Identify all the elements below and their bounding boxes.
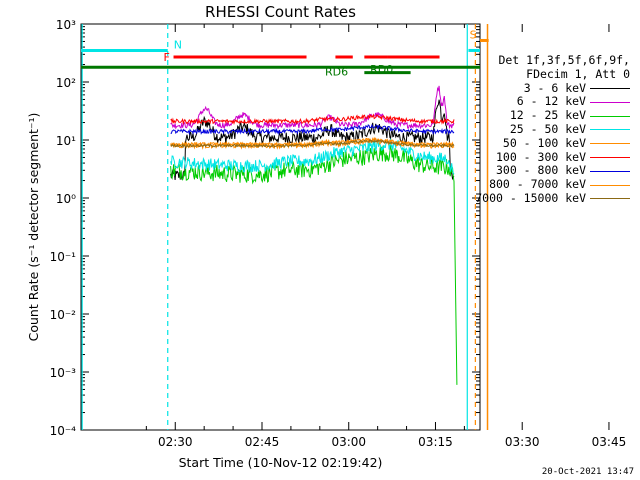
series-line-7	[170, 136, 455, 148]
x-tick-label: 03:00	[331, 435, 366, 449]
legend-item: 100 - 300 keV	[460, 149, 630, 165]
plot-frame	[80, 23, 481, 431]
y-tick-label: 10⁻⁴	[50, 424, 77, 438]
chart-title: RHESSI Count Rates	[205, 3, 356, 21]
y-axis-label: Count Rate (s⁻¹ detector segment⁻¹)	[26, 113, 41, 342]
legend-item: 300 - 800 keV	[460, 164, 630, 178]
legend-swatch	[590, 101, 630, 103]
series-line-3	[170, 138, 455, 175]
legend-swatch	[590, 184, 630, 186]
legend-item-label: 300 - 800 keV	[495, 163, 586, 178]
flag-label-RD0: RD0	[370, 63, 393, 76]
legend-item-label: 6 - 12 keV	[516, 94, 586, 109]
legend-item-label: 50 - 100 keV	[502, 135, 586, 150]
x-tick-label: 03:45	[592, 435, 627, 449]
y-tick-label: 10⁰	[56, 192, 76, 206]
y-tick-label: 10²	[56, 76, 76, 90]
timestamp: 20-Oct-2021 13:47	[541, 467, 634, 477]
legend: Det 1f,3f,5f,6f,9f, FDecim 1, Att 0 3 - …	[460, 53, 630, 206]
legend-item-label: 25 - 50 keV	[509, 121, 586, 136]
series-line-6	[170, 123, 455, 136]
legend-header-line-1: Det 1f,3f,5f,6f,9f,	[498, 53, 630, 67]
flag-label-N: N	[174, 38, 182, 51]
y-tick-label: 10⁻²	[50, 308, 77, 322]
y-tick-label: 10¹	[56, 134, 76, 148]
flag-label-RD6: RD6	[325, 66, 348, 79]
legend-item: 6 - 12 keV	[460, 95, 630, 109]
legend-item: 7000 - 15000 keV	[460, 190, 630, 206]
legend-swatch	[590, 198, 630, 200]
y-tick-label: 10⁻¹	[50, 250, 77, 264]
flag-label-S: S	[470, 28, 477, 41]
series-line-1	[170, 85, 455, 130]
legend-swatch	[590, 156, 630, 158]
legend-item: 50 - 100 keV	[460, 135, 630, 151]
x-tick-label: 02:30	[158, 435, 193, 449]
x-axis-label: Start Time (10-Nov-12 02:19:42)	[179, 455, 383, 470]
legend-item-label: 800 - 7000 keV	[489, 177, 586, 192]
legend-item: 25 - 50 keV	[460, 121, 630, 137]
x-tick-label: 02:45	[245, 435, 280, 449]
legend-swatch	[590, 115, 630, 117]
legend-swatch	[590, 170, 630, 172]
legend-swatch	[590, 87, 630, 89]
legend-item-label: 100 - 300 keV	[495, 149, 586, 164]
x-tick-label: 03:30	[505, 435, 540, 449]
series-line-8	[170, 139, 455, 149]
flag-label-F: F	[164, 51, 170, 64]
y-tick-label: 10⁻³	[50, 366, 77, 380]
legend-swatch	[590, 143, 630, 145]
legend-swatch	[590, 129, 630, 131]
y-tick-label: 10³	[56, 18, 76, 32]
legend-item: 12 - 25 keV	[460, 108, 630, 123]
legend-item-label: 12 - 25 keV	[509, 108, 586, 123]
series-line-2	[170, 145, 458, 385]
legend-item: 800 - 7000 keV	[460, 177, 630, 192]
legend-item-label: 7000 - 15000 keV	[475, 190, 586, 205]
series-line-0	[170, 99, 455, 181]
x-tick-label: 03:15	[418, 435, 453, 449]
series-line-5	[170, 113, 455, 126]
legend-item: 3 - 6 keV	[460, 80, 630, 96]
legend-header-line-2: FDecim 1, Att 0	[526, 66, 630, 81]
legend-item-label: 3 - 6 keV	[523, 80, 586, 95]
